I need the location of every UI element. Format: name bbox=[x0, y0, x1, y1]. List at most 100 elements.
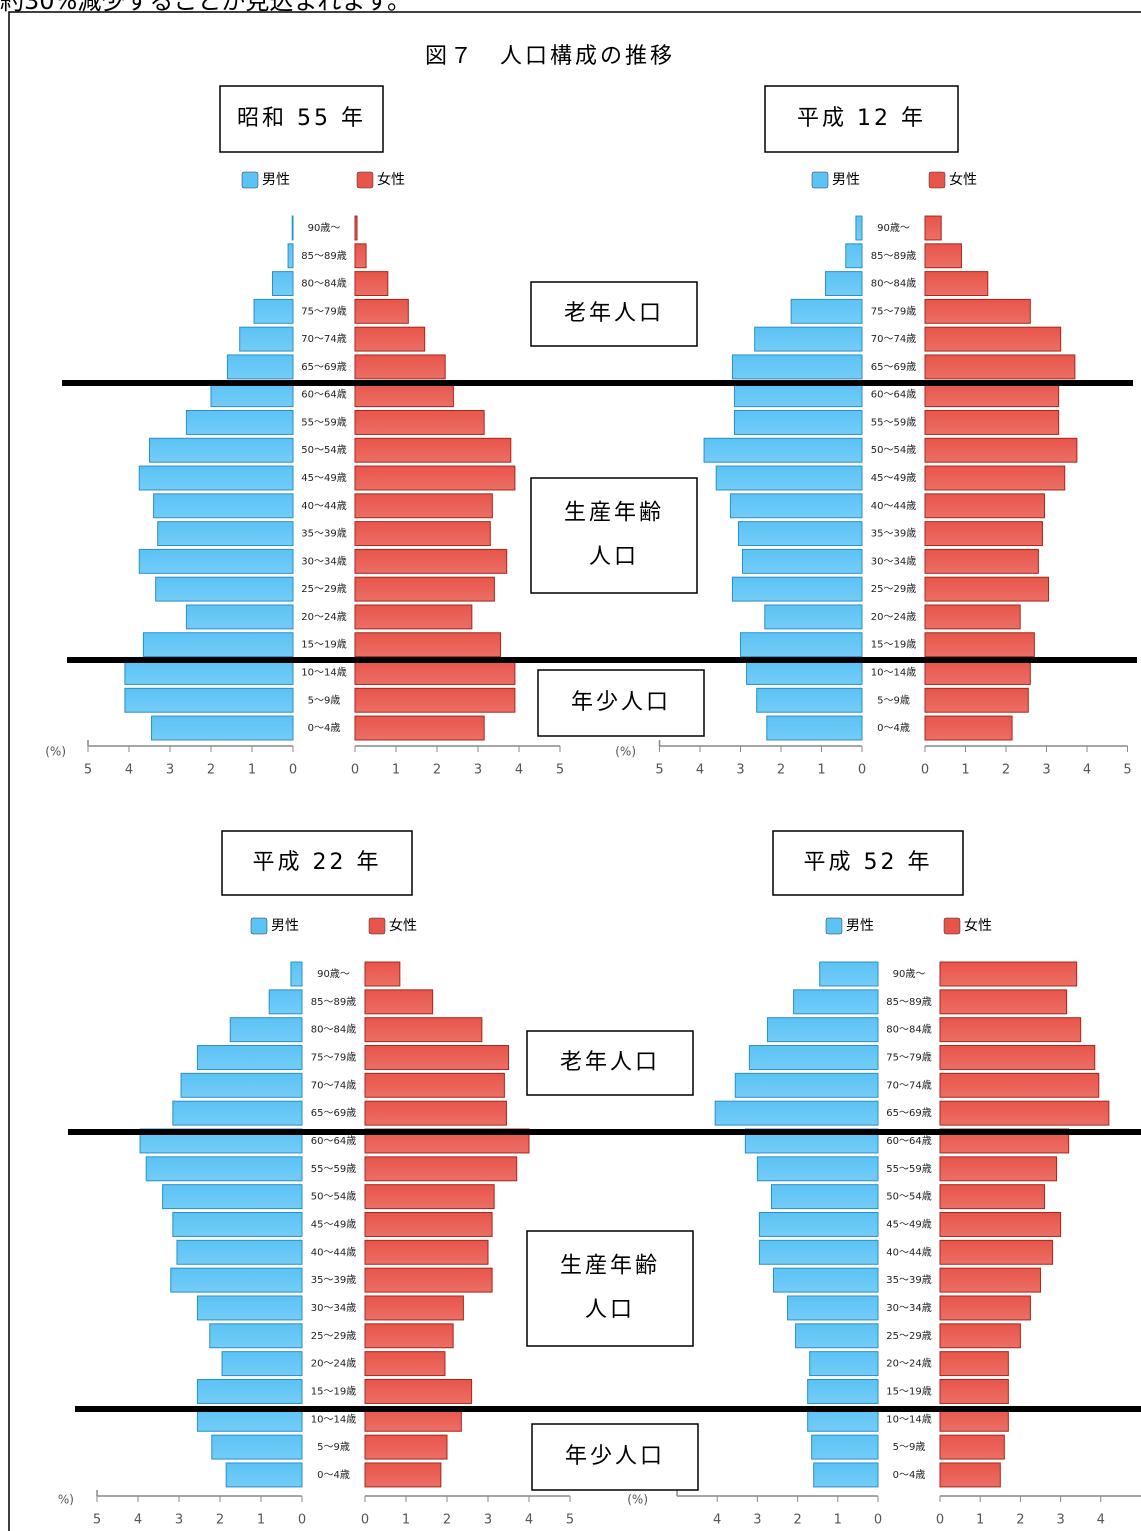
legend-swatch bbox=[368, 917, 386, 935]
x-tick-label: 5 bbox=[84, 763, 92, 778]
annotation-working-box bbox=[526, 1230, 694, 1347]
age-label: 70～74歳 bbox=[311, 1079, 356, 1091]
bar bbox=[939, 1072, 1100, 1098]
bar bbox=[924, 521, 1043, 547]
bar bbox=[364, 1378, 473, 1404]
annotation-elderly: 老年人口 bbox=[564, 301, 664, 326]
bar bbox=[364, 961, 401, 987]
bar bbox=[364, 1295, 464, 1321]
x-tick-label: 4 bbox=[515, 763, 523, 778]
bar bbox=[924, 243, 962, 269]
x-tick-label: 5 bbox=[566, 1513, 574, 1528]
age-label: 45～49歳 bbox=[886, 1218, 931, 1230]
bar bbox=[364, 1017, 483, 1043]
age-label: 85～89歳 bbox=[886, 996, 931, 1008]
age-label: 60～64歳 bbox=[886, 1135, 931, 1147]
age-label: 45～49歳 bbox=[301, 472, 346, 484]
title-box bbox=[764, 85, 959, 153]
bar bbox=[210, 382, 294, 408]
age-label: 70～74歳 bbox=[871, 333, 916, 345]
age-label: 90歳～ bbox=[317, 968, 350, 980]
bar bbox=[756, 687, 863, 713]
bar bbox=[924, 687, 1029, 713]
legend-swatch bbox=[928, 171, 946, 189]
bar bbox=[742, 548, 863, 574]
bar bbox=[225, 1462, 303, 1488]
x-tick-label: 1 bbox=[402, 1513, 410, 1528]
bar bbox=[714, 1100, 879, 1126]
bar bbox=[924, 410, 1060, 435]
x-tick-label: 2 bbox=[443, 1513, 451, 1528]
age-label: 55～59歳 bbox=[301, 416, 346, 428]
x-tick-label: 0 bbox=[298, 1513, 306, 1528]
bar bbox=[354, 576, 495, 602]
x-tick-label: 3 bbox=[753, 1513, 761, 1528]
bar bbox=[221, 1351, 303, 1377]
annotation-elderly: 老年人口 bbox=[560, 1050, 660, 1075]
bar bbox=[924, 660, 1031, 685]
bar bbox=[124, 660, 294, 685]
bar bbox=[180, 1072, 303, 1098]
age-label: 50～54歳 bbox=[871, 444, 916, 456]
bar bbox=[766, 715, 863, 741]
bar bbox=[740, 632, 863, 658]
age-label: 5～9歳 bbox=[308, 694, 341, 706]
bar bbox=[924, 465, 1066, 491]
legend-label: 男性 bbox=[846, 918, 874, 934]
bar bbox=[185, 604, 294, 630]
bar bbox=[364, 989, 434, 1015]
x-tick-label: 3 bbox=[166, 763, 174, 778]
x-tick-label: 1 bbox=[817, 763, 825, 778]
x-tick-label: 1 bbox=[392, 763, 400, 778]
bar bbox=[290, 961, 303, 987]
age-label: 5～9歳 bbox=[877, 694, 910, 706]
legend-swatch bbox=[825, 917, 843, 935]
age-label: 65～69歳 bbox=[871, 361, 916, 373]
age-label: 60～64歳 bbox=[871, 389, 916, 401]
bar bbox=[364, 1045, 509, 1070]
chart-title: 平成 22 年 bbox=[253, 850, 382, 875]
legend-label: 女性 bbox=[377, 172, 405, 188]
legend-label: 女性 bbox=[964, 918, 992, 934]
bar bbox=[770, 1184, 879, 1210]
age-label: 20～24歳 bbox=[301, 611, 346, 623]
bar bbox=[807, 1378, 879, 1404]
age-label: 55～59歳 bbox=[871, 416, 916, 428]
age-label: 10～14歳 bbox=[311, 1413, 356, 1425]
annotation-young: 年少人口 bbox=[565, 1444, 665, 1469]
age-label: 0～4歳 bbox=[877, 722, 910, 734]
x-tick-label: 0 bbox=[289, 763, 297, 778]
bar bbox=[196, 1045, 303, 1070]
bar bbox=[354, 271, 389, 297]
bar bbox=[354, 215, 358, 241]
bar bbox=[151, 715, 294, 741]
bar bbox=[149, 437, 294, 463]
age-label: 5～9歳 bbox=[317, 1441, 350, 1453]
x-tick-label: 0 bbox=[351, 763, 359, 778]
bar bbox=[153, 493, 294, 519]
age-label: 75～79歳 bbox=[301, 305, 346, 317]
age-label: 25～29歳 bbox=[886, 1330, 931, 1342]
x-tick-label: 4 bbox=[525, 1513, 533, 1528]
x-tick-label: 4 bbox=[125, 763, 133, 778]
bar bbox=[939, 1184, 1046, 1210]
bar bbox=[787, 1295, 879, 1321]
legend-label: 男性 bbox=[262, 172, 290, 188]
bar bbox=[142, 632, 294, 658]
legend-swatch bbox=[241, 171, 259, 189]
age-label: 50～54歳 bbox=[301, 444, 346, 456]
age-label: 25～29歳 bbox=[871, 583, 916, 595]
x-tick-label: 4 bbox=[1097, 1513, 1105, 1528]
bar bbox=[703, 437, 863, 463]
x-tick-label: 0 bbox=[936, 1513, 944, 1528]
age-label: 80～84歳 bbox=[301, 278, 346, 290]
bar bbox=[924, 298, 1031, 324]
x-tick-label: 0 bbox=[921, 763, 929, 778]
bar bbox=[354, 548, 508, 574]
age-label: 30～34歳 bbox=[871, 555, 916, 567]
bar bbox=[364, 1323, 454, 1349]
age-label: 25～29歳 bbox=[311, 1330, 356, 1342]
bar bbox=[939, 1323, 1021, 1349]
bar bbox=[287, 243, 294, 269]
age-label: 0～4歳 bbox=[317, 1469, 350, 1481]
